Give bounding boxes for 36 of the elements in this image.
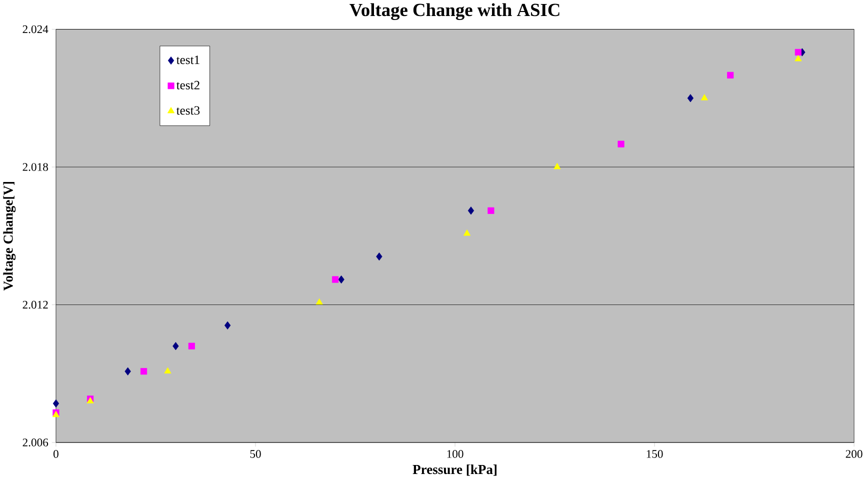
point [468,206,474,215]
legend-label: test2 [176,80,200,90]
point [338,275,344,284]
point [124,367,131,376]
y-axis-title: Voltage Change[V] [3,182,16,291]
point [700,94,708,100]
point [164,367,172,374]
point [376,252,382,261]
point [172,342,179,350]
x-axis-title: Pressure [kPa] [412,464,496,476]
point [488,207,494,214]
y-tick-label: 2.018 [22,163,48,171]
point [794,55,802,62]
point [140,368,148,375]
x-tick-label: 200 [846,450,862,458]
point [316,298,323,305]
point [794,48,802,56]
point [332,276,339,283]
chart-title: Voltage Change with ASIC [350,3,560,20]
point [727,72,734,78]
x-tick-label: 0 [54,450,58,458]
x-tick-label: 100 [447,450,464,458]
point [188,342,195,350]
point [52,399,60,408]
point [618,140,624,148]
y-tick-label: 2.006 [22,438,48,446]
y-tick-label: 2.012 [22,300,48,309]
legend-label: test3 [176,106,200,115]
point [554,162,561,170]
point [463,230,471,236]
point [224,321,231,330]
y-tick-label: 2.024 [22,25,48,34]
point [687,94,694,102]
x-tick-label: 50 [250,450,261,458]
legend-label: test1 [176,56,200,64]
x-tick-label: 150 [646,450,663,458]
